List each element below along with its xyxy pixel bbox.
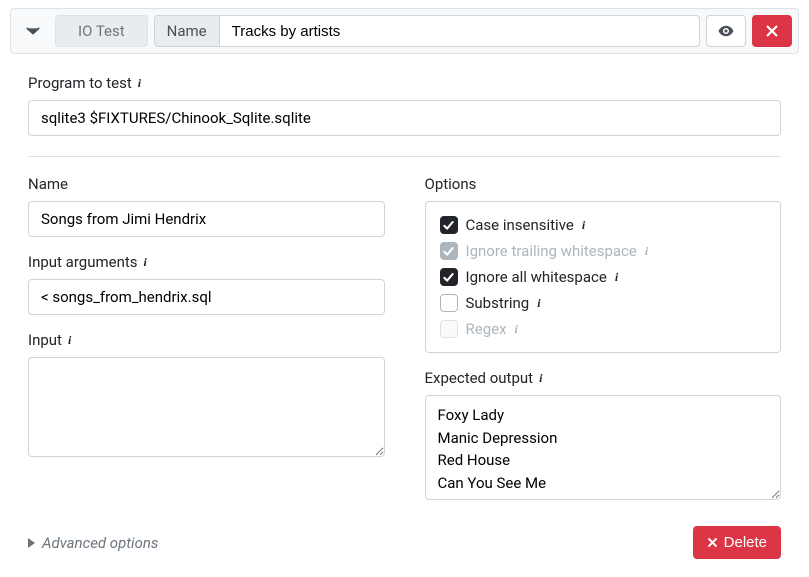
close-icon — [765, 24, 779, 38]
option-label: Ignore all whitespace — [466, 268, 607, 286]
info-icon[interactable]: i — [138, 76, 141, 91]
eye-icon — [717, 22, 735, 40]
input-field: Input i — [28, 331, 385, 461]
panel-footer: Advanced options Delete — [28, 526, 781, 559]
option-row: Case insensitive i — [440, 212, 767, 238]
delete-button[interactable]: Delete — [693, 526, 781, 559]
info-icon[interactable]: i — [68, 333, 71, 348]
option-label: Substring — [466, 294, 530, 312]
collapse-toggle[interactable] — [17, 15, 49, 47]
options-label: Options — [425, 175, 782, 193]
panel-header: IO Test Name — [10, 8, 799, 54]
info-icon[interactable]: i — [537, 296, 540, 311]
option-label: Regex — [466, 320, 507, 338]
options-box: Case insensitiveiIgnore trailing whitesp… — [425, 201, 782, 353]
info-icon[interactable]: i — [515, 322, 518, 337]
title-prefix-label: Name — [154, 15, 219, 47]
expected-output-label-row: Expected output i — [425, 369, 782, 387]
two-column-layout: Name Input arguments i Input i — [28, 175, 781, 504]
test-type-badge: IO Test — [55, 15, 148, 47]
advanced-options-toggle[interactable]: Advanced options — [28, 534, 158, 552]
info-icon[interactable]: i — [539, 371, 542, 386]
option-row: Regexi — [440, 316, 767, 342]
input-args-label-row: Input arguments i — [28, 253, 385, 271]
input-label: Input — [28, 331, 62, 349]
option-checkbox — [440, 242, 458, 260]
close-button[interactable] — [752, 15, 792, 47]
input-label-row: Input i — [28, 331, 385, 349]
info-icon[interactable]: i — [144, 255, 147, 270]
title-input[interactable] — [219, 15, 700, 47]
input-args-input[interactable] — [28, 279, 385, 315]
input-textarea[interactable] — [28, 357, 385, 457]
program-input[interactable] — [28, 100, 781, 136]
input-args-label: Input arguments — [28, 253, 138, 271]
caret-right-icon — [28, 538, 36, 548]
option-row: Substring i — [440, 290, 767, 316]
name-field: Name — [28, 175, 385, 237]
option-label: Case insensitive — [466, 216, 574, 234]
name-label: Name — [28, 175, 385, 193]
option-row: Ignore trailing whitespace i — [440, 238, 767, 264]
expected-output-field: Expected output i — [425, 369, 782, 504]
close-icon — [707, 537, 718, 548]
option-row: Ignore all whitespace i — [440, 264, 767, 290]
chevron-down-icon — [26, 24, 40, 38]
test-type-label: IO Test — [78, 22, 125, 40]
advanced-options-label: Advanced options — [42, 534, 158, 552]
info-icon[interactable]: i — [582, 218, 585, 233]
option-checkbox — [440, 320, 458, 338]
option-checkbox[interactable] — [440, 216, 458, 234]
input-args-field: Input arguments i — [28, 253, 385, 315]
option-checkbox[interactable] — [440, 268, 458, 286]
option-label: Ignore trailing whitespace — [466, 242, 637, 260]
option-checkbox[interactable] — [440, 294, 458, 312]
panel-body: Program to test i Name Input arguments i — [0, 54, 809, 577]
divider — [28, 156, 781, 157]
delete-button-label: Delete — [724, 534, 767, 551]
program-label-row: Program to test i — [28, 74, 781, 92]
expected-output-label: Expected output — [425, 369, 534, 387]
title-input-group: Name — [154, 15, 700, 47]
name-input[interactable] — [28, 201, 385, 237]
left-column: Name Input arguments i Input i — [28, 175, 385, 504]
info-icon[interactable]: i — [645, 244, 648, 259]
options-field: Options Case insensitiveiIgnore trailing… — [425, 175, 782, 353]
program-field: Program to test i — [28, 74, 781, 136]
info-icon[interactable]: i — [615, 270, 618, 285]
io-test-panel: IO Test Name Program to test i Name — [0, 8, 809, 577]
program-label: Program to test — [28, 74, 132, 92]
expected-output-textarea[interactable] — [425, 395, 782, 500]
right-column: Options Case insensitiveiIgnore trailing… — [425, 175, 782, 504]
visibility-toggle-button[interactable] — [706, 15, 746, 47]
